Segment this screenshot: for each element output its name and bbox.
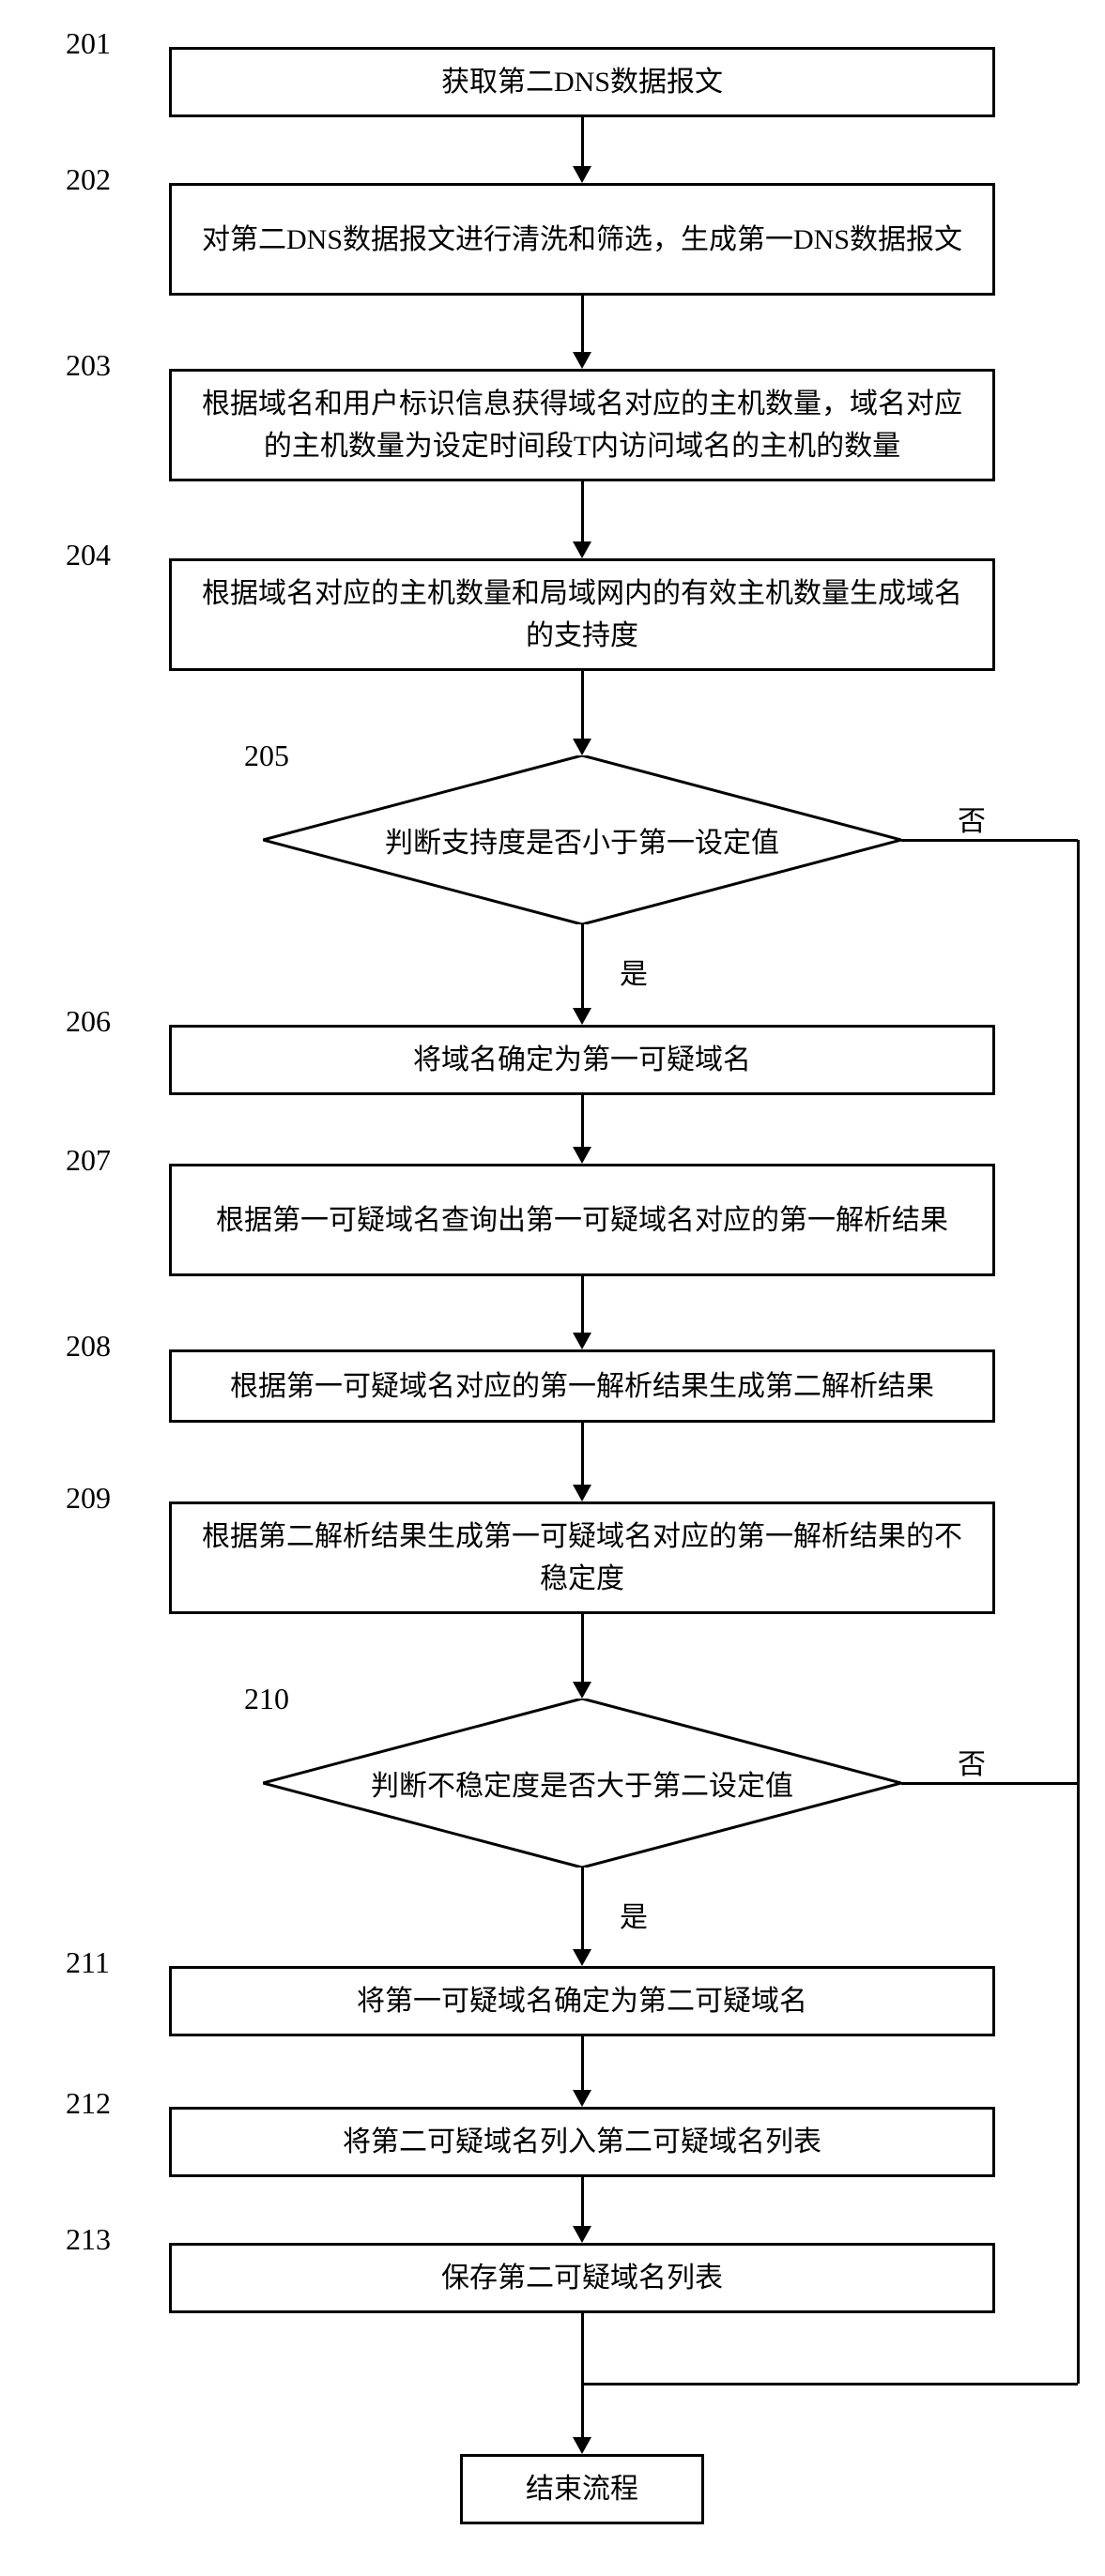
- d205-text: 判断支持度是否小于第一设定值: [385, 819, 779, 861]
- d210-text: 判断不稳定度是否大于第二设定值: [371, 1762, 793, 1804]
- step-label: 205: [244, 739, 289, 773]
- step-label: 210: [244, 1682, 289, 1716]
- n211: 将第一可疑域名确定为第二可疑域名: [169, 1966, 995, 2036]
- n204: 根据域名对应的主机数量和局域网内的有效主机数量生成域名的支持度: [169, 558, 995, 671]
- edge-label: 是: [620, 1894, 648, 1935]
- step-label: 209: [66, 1481, 111, 1516]
- d210: 判断不稳定度是否大于第二设定值: [263, 1699, 901, 1867]
- step-label: 212: [66, 2086, 111, 2121]
- step-label: 207: [66, 1143, 111, 1178]
- step-label: 206: [66, 1004, 111, 1039]
- n212: 将第二可疑域名列入第二可疑域名列表: [169, 2107, 995, 2177]
- flowchart-container: 获取第二DNS数据报文 201 对第二DNS数据报文进行清洗和筛选，生成第一DNS数…: [0, 19, 1105, 2557]
- step-label: 213: [66, 2222, 111, 2257]
- edge-label: 是: [620, 951, 648, 992]
- edge-label: 否: [958, 1741, 986, 1782]
- n203: 根据域名和用户标识信息获得域名对应的主机数量，域名对应的主机数量为设定时间段T内…: [169, 369, 995, 481]
- n208: 根据第一可疑域名对应的第一解析结果生成第二解析结果: [169, 1349, 995, 1423]
- n206: 将域名确定为第一可疑域名: [169, 1025, 995, 1095]
- step-label: 203: [66, 348, 111, 383]
- edge-label: 否: [958, 798, 986, 839]
- step-label: 211: [66, 1945, 110, 1980]
- n201: 获取第二DNS数据报文: [169, 47, 995, 117]
- end: 结束流程: [460, 2454, 704, 2524]
- step-label: 201: [66, 26, 111, 61]
- step-label: 204: [66, 538, 111, 572]
- step-label: 202: [66, 162, 111, 197]
- n202: 对第二DNS数据报文进行清洗和筛选，生成第一DNS数据报文: [169, 183, 995, 296]
- d205: 判断支持度是否小于第一设定值: [263, 755, 901, 924]
- n207: 根据第一可疑域名查询出第一可疑域名对应的第一解析结果: [169, 1164, 995, 1276]
- n213: 保存第二可疑域名列表: [169, 2243, 995, 2313]
- step-label: 208: [66, 1329, 111, 1364]
- n209: 根据第二解析结果生成第一可疑域名对应的第一解析结果的不稳定度: [169, 1501, 995, 1614]
